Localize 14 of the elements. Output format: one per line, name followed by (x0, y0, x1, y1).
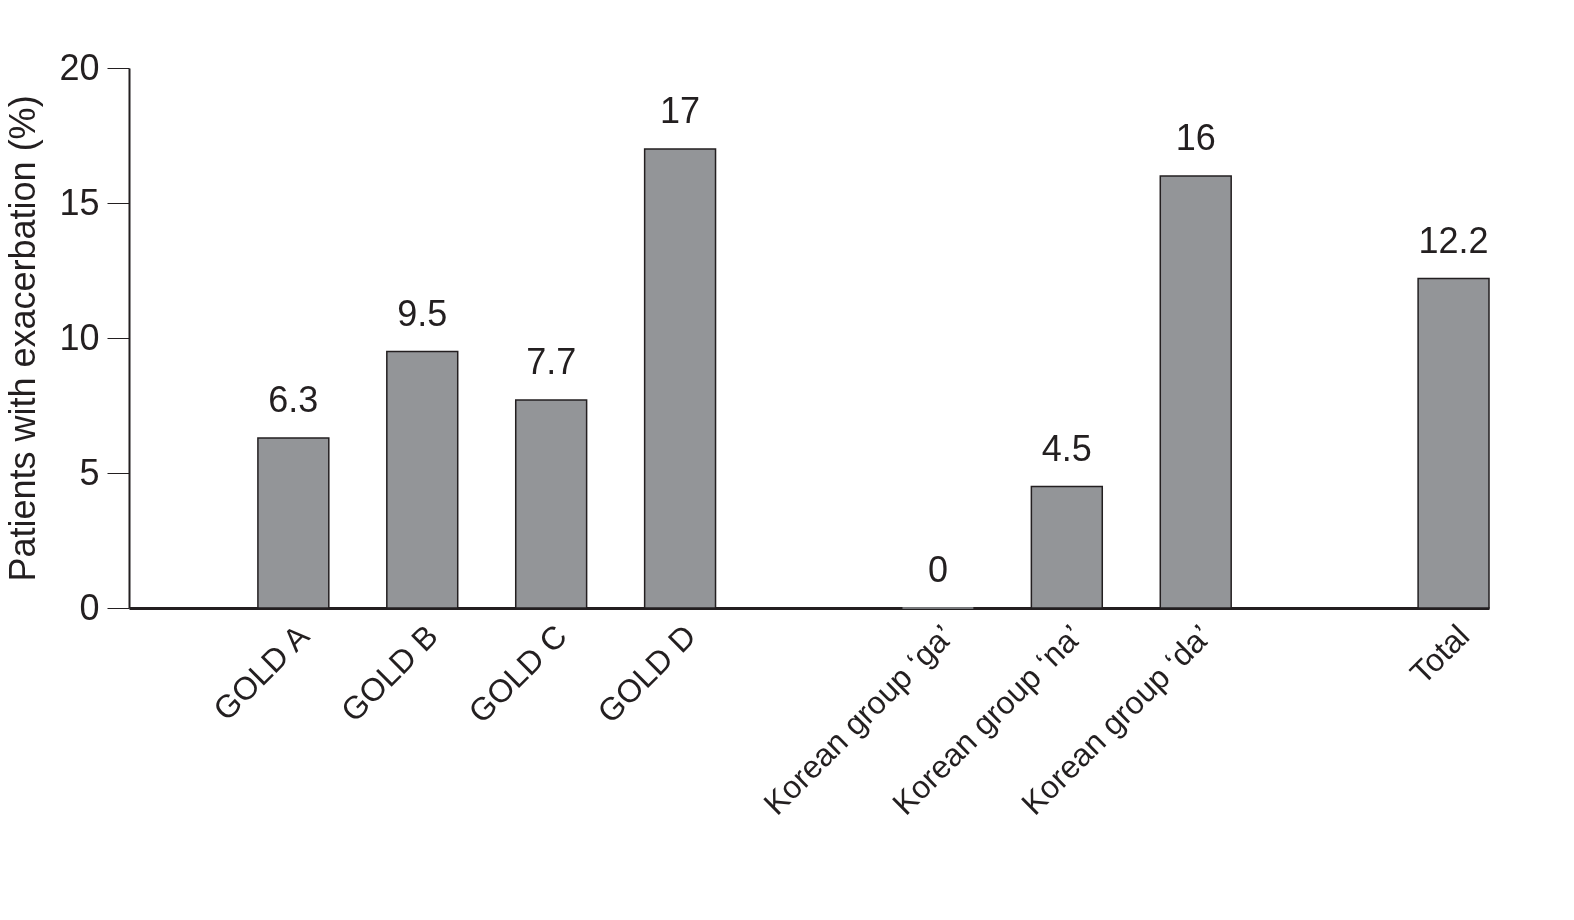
data-label: 17 (660, 90, 701, 131)
data-label: 7.7 (526, 341, 577, 383)
y-tick-label: 20 (59, 46, 100, 88)
data-label: 12.2 (1418, 219, 1489, 261)
y-tick-label: 5 (79, 451, 100, 493)
data-label: 6.3 (268, 378, 319, 420)
y-tick-label: 10 (59, 316, 100, 358)
y-axis-title: Patients with exacerbation (%) (2, 95, 44, 582)
data-label: 16 (1175, 117, 1216, 158)
data-label: 0 (927, 549, 948, 590)
data-label: 4.5 (1041, 427, 1092, 469)
data-label: 9.5 (397, 292, 448, 334)
y-tick-label: 0 (79, 586, 100, 628)
y-tick-label: 15 (59, 181, 100, 223)
